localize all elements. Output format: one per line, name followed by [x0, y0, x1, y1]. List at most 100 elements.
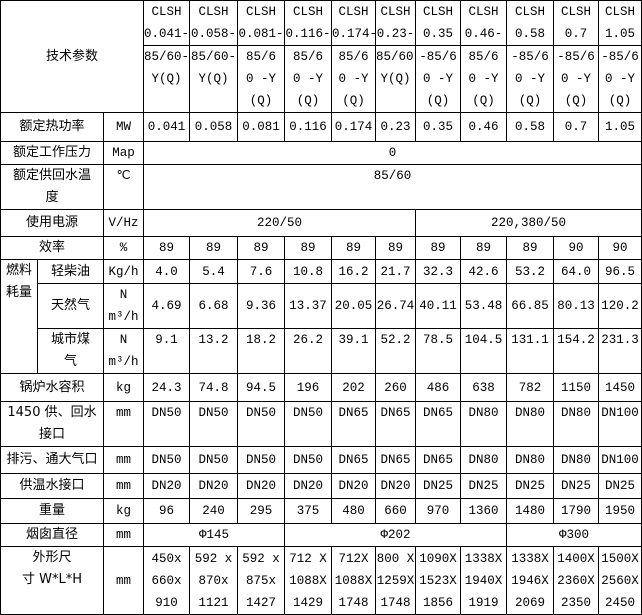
value-cell: 480: [331, 498, 376, 524]
value-cell: DN50: [284, 401, 332, 447]
table-row: 外形尺 寸 W*L*H mm 450x 660x 910 592 x 870x 112…: [0, 546, 642, 615]
model-spec: -85/6 0 -Y (Q): [506, 45, 554, 113]
value-cell: 42.6: [460, 259, 507, 284]
value-cell: 85/60: [143, 164, 642, 210]
table-row: 烟囱直径 mm Φ145 Φ202 Φ300: [0, 523, 642, 547]
table-row: 使用电源 V/Hz 220/50 220,380/50: [0, 209, 642, 237]
row-label: 排污、通大气口: [0, 446, 104, 474]
value-cell: 7.6: [237, 259, 285, 284]
value-cell: 74.8: [189, 373, 238, 402]
value-cell: 4.69: [143, 283, 190, 329]
value-cell: 220/50: [143, 209, 416, 237]
value-cell: 260: [375, 373, 416, 402]
header-row-model: 技术参数 CLSH 0.041- CLSH 0.058- CLSH 0.081- CLS…: [0, 0, 642, 113]
table-row: 重量 kg 96 240 295 375 480 660 970 1360 1480 1790 1950: [0, 498, 642, 524]
model-name: CLSH 0.46-: [460, 0, 507, 46]
model-name: CLSH 0.7: [553, 0, 599, 46]
table-row: 1450 供、回水 接口 mm DN50 DN50 DN50 DN50 DN65 DN65 DN…: [0, 401, 642, 447]
value-cell: DN25: [506, 473, 554, 499]
row-label: 锅炉水容积: [0, 373, 104, 402]
row-label: 1450 供、回水 接口: [0, 401, 104, 447]
model-name: CLSH 0.35: [415, 0, 461, 46]
row-unit: Kg/h: [103, 259, 144, 284]
value-cell: DN20: [331, 473, 376, 499]
value-cell: 9.36: [237, 283, 285, 329]
value-cell: 89: [506, 236, 554, 260]
value-cell: 80.13: [553, 283, 599, 329]
value-cell: 1950: [598, 498, 642, 524]
value-cell: Φ300: [506, 523, 642, 547]
value-cell: DN100: [598, 401, 642, 447]
table-row: 天然气 N m³/h 4.69 6.68 9.36 13.37 20.05 26.74 40.1…: [1, 283, 642, 329]
value-cell: DN80: [506, 401, 554, 447]
value-cell: 712 X 1088X 1429: [284, 546, 332, 615]
row-unit: N m³/h: [103, 283, 144, 329]
value-cell: DN65: [331, 446, 376, 474]
model-name: CLSH 0.116-: [284, 0, 332, 46]
row-label: 额定工作压力: [0, 141, 104, 165]
value-cell: 0: [143, 141, 642, 165]
model-name: CLSH 0.058-: [189, 0, 238, 46]
value-cell: 96.5: [598, 259, 642, 284]
table-row: 燃料 耗量 轻柴油 Kg/h 4.0 5.4 7.6 10.8 16.2 21.7 32.3 42.…: [0, 259, 642, 374]
value-cell: 26.2: [284, 328, 332, 374]
value-cell: Φ145: [143, 523, 285, 547]
value-cell: DN50: [189, 446, 238, 474]
value-cell: 220,380/50: [415, 209, 642, 237]
row-label: 烟囱直径: [0, 523, 104, 547]
value-cell: 89: [189, 236, 238, 260]
value-cell: 6.68: [189, 283, 238, 329]
value-cell: DN20: [143, 473, 190, 499]
model-spec: -85/6 0 -Y (Q): [598, 45, 642, 113]
row-unit: N m³/h: [103, 328, 144, 374]
value-cell: 13.37: [284, 283, 332, 329]
value-cell: DN100: [598, 446, 642, 474]
value-cell: 0.116: [284, 112, 332, 142]
table-row: 锅炉水容积 kg 24.3 74.8 94.5 196 202 260 486 638 782 115…: [0, 373, 642, 402]
value-cell: DN50: [189, 401, 238, 447]
value-cell: 120.2: [598, 283, 642, 329]
row-label: 使用电源: [0, 209, 104, 237]
value-cell: DN25: [415, 473, 461, 499]
value-cell: 196: [284, 373, 332, 402]
value-cell: 26.74: [375, 283, 416, 329]
row-unit: mm: [103, 546, 144, 615]
value-cell: 0.46: [460, 112, 507, 142]
model-name: CLSH 0.174-: [331, 0, 376, 46]
value-cell: 638: [460, 373, 507, 402]
table-row: 排污、通大气口 mm DN50 DN50 DN50 DN50 DN65 DN65 DN65 DN8…: [0, 446, 642, 474]
model-name: CLSH 0.58: [506, 0, 554, 46]
row-unit: kg: [103, 373, 144, 402]
value-cell: 89: [143, 236, 190, 260]
header-row-spec: 85/60- Y(Q) 85/60- Y(Q) 85/6 0 -Y (Q) 85/6 …: [1, 45, 642, 113]
row-label: 供温水接口: [0, 473, 104, 499]
value-cell: 712X 1088X 1748: [331, 546, 376, 615]
value-cell: 450x 660x 910: [143, 546, 190, 615]
value-cell: DN20: [284, 473, 332, 499]
table-row: 效率% 89 89 89 89 89 89 89 89 89 90 90: [0, 236, 642, 260]
value-cell: 295: [237, 498, 285, 524]
row-unit: V/Hz: [103, 209, 144, 237]
value-cell: 89: [460, 236, 507, 260]
value-cell: DN65: [415, 446, 461, 474]
model-name: CLSH 0.081-: [237, 0, 285, 46]
model-spec: -85/6 0 -Y (Q): [415, 45, 461, 113]
value-cell: 486: [415, 373, 461, 402]
value-cell: 20.05: [331, 283, 376, 329]
value-cell: 89: [375, 236, 416, 260]
value-cell: DN20: [189, 473, 238, 499]
value-cell: DN80: [506, 446, 554, 474]
value-cell: DN80: [460, 401, 507, 447]
value-cell: DN65: [375, 446, 416, 474]
model-spec: 85/60- Y(Q): [189, 45, 238, 113]
model-spec: 85/60- Y(Q): [143, 45, 190, 113]
value-cell: DN65: [331, 401, 376, 447]
header-title: 技术参数: [0, 0, 144, 113]
row-label: 重量: [0, 498, 104, 524]
value-cell: 202: [331, 373, 376, 402]
value-cell: DN25: [553, 473, 599, 499]
value-cell: DN50: [284, 446, 332, 474]
value-cell: 89: [331, 236, 376, 260]
value-cell: 90: [553, 236, 599, 260]
value-cell: 16.2: [331, 259, 376, 284]
